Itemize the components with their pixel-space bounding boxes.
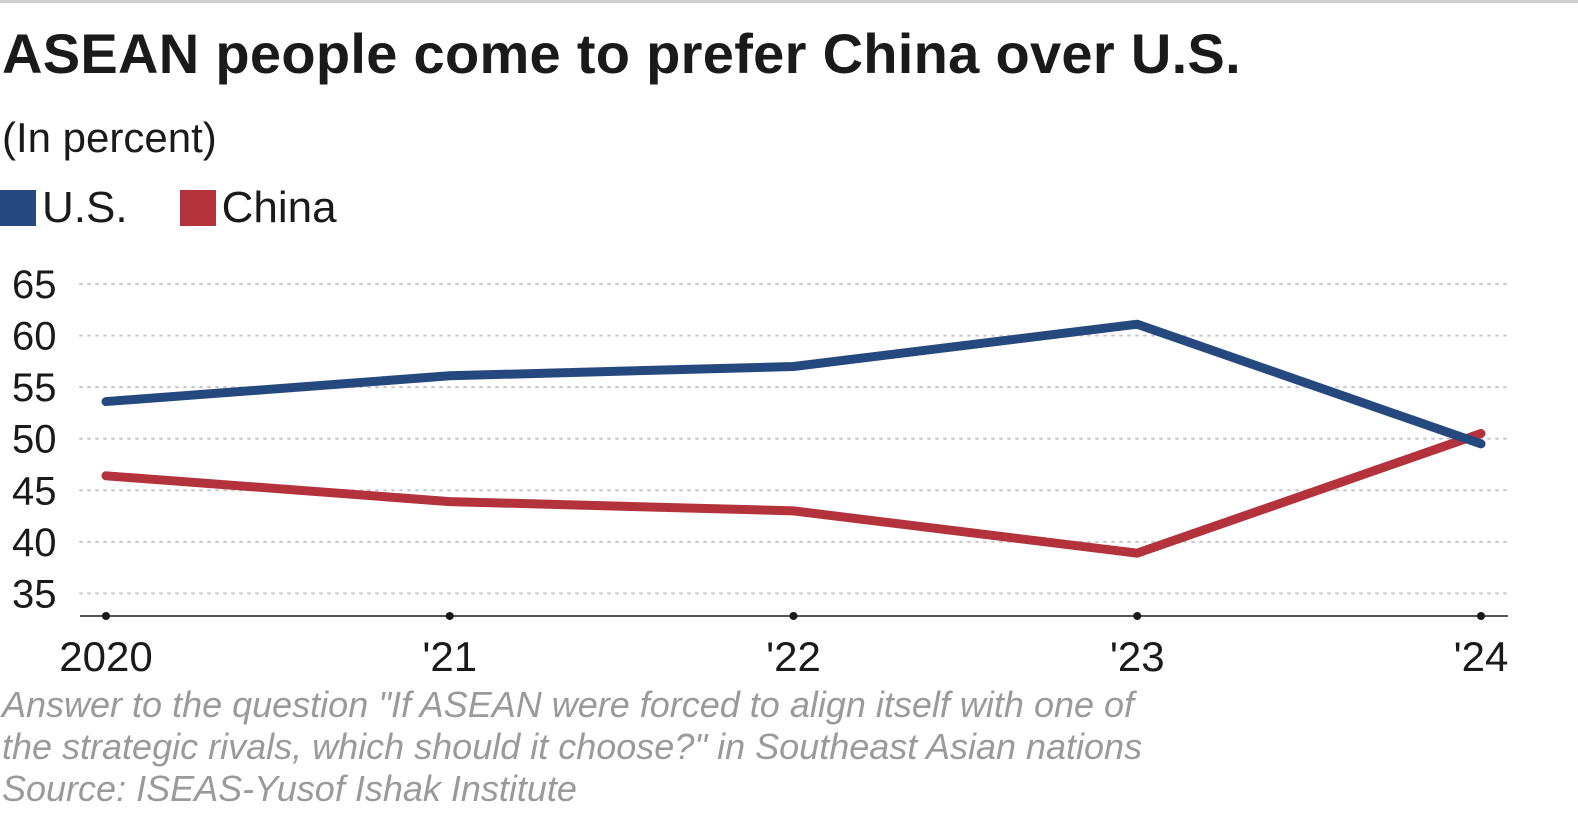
legend-label-china: China [221, 183, 337, 232]
legend: U.S. China [0, 182, 389, 234]
y-tick-label-45: 45 [12, 469, 57, 513]
legend-swatch-us [0, 190, 36, 226]
x-tick-2 [789, 612, 798, 620]
x-tick-1 [445, 612, 454, 620]
legend-item-us: U.S. [0, 183, 128, 233]
x-tick-0 [102, 612, 110, 620]
legend-label-us: U.S. [42, 183, 128, 232]
y-tick-label-60: 60 [12, 315, 57, 359]
y-tick-label-65: 65 [12, 263, 57, 307]
x-tick-3 [1133, 612, 1142, 620]
y-tick-label-55: 55 [12, 366, 57, 410]
x-tick-label-1: '21 [422, 633, 477, 680]
y-tick-label-50: 50 [12, 418, 57, 462]
x-tick-label-0: 2020 [59, 633, 152, 680]
note-line-2: the strategic rivals, which should it ch… [2, 726, 1143, 767]
note-line-1: Answer to the question "If ASEAN were fo… [2, 684, 1135, 725]
top-rule [0, 0, 1578, 3]
chart-title: ASEAN people come to prefer China over U… [2, 22, 1241, 85]
x-tick-label-4: '24 [1454, 633, 1509, 680]
y-tick-label-40: 40 [12, 521, 57, 565]
series-line-china [101, 429, 1486, 558]
source-line: Source: ISEAS-Yusof Ishak Institute [2, 768, 577, 809]
series-line-us [101, 319, 1486, 449]
chart-subtitle: (In percent) [2, 114, 217, 161]
legend-item-china: China [179, 183, 337, 233]
y-tick-label-35: 35 [12, 572, 57, 616]
x-tick-4 [1477, 612, 1485, 620]
chart-note: Answer to the question "If ASEAN were fo… [2, 684, 1142, 810]
legend-swatch-china [179, 190, 216, 226]
line-chart: 35 40 45 50 55 60 65 2020 '21 '22 '23 '24 [12, 263, 1509, 680]
x-tick-label-2: '22 [766, 633, 821, 680]
x-tick-label-3: '23 [1110, 633, 1165, 680]
